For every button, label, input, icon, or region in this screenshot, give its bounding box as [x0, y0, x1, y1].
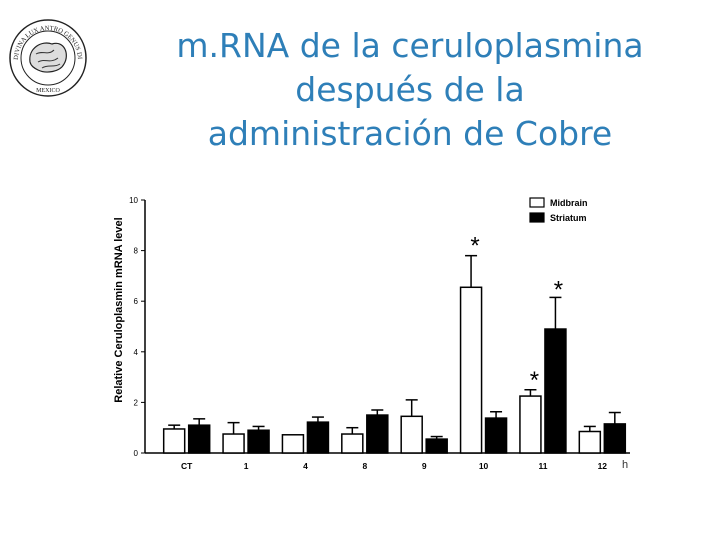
significance-asterisk: *	[470, 233, 479, 260]
x-tick-label: 8	[362, 461, 367, 471]
midbrain-bar	[281, 434, 305, 454]
y-axis-label: Relative Ceruloplasmin mRNA level	[113, 217, 125, 402]
midbrain-bar	[578, 430, 602, 454]
y-tick-label: 8	[134, 247, 139, 256]
striatum-bar	[603, 423, 627, 454]
striatum-bar	[187, 424, 211, 454]
striatum-bar	[544, 328, 567, 454]
x-tick-label: 4	[303, 461, 308, 471]
y-tick-label: 0	[134, 449, 139, 458]
significance-asterisk: *	[530, 367, 539, 394]
legend-swatch	[529, 212, 545, 223]
x-tick-label: 10	[479, 461, 489, 471]
striatum-bar	[425, 438, 448, 454]
university-seal-logo: DIVINA LUX ANTRO GENUS DIRECTE MEXICO	[8, 18, 87, 97]
slide-title: m.RNA de la ceruloplasmina después de la…	[120, 24, 700, 156]
y-tick-label: 2	[134, 398, 139, 407]
ceruloplasmin-bar-chart: Relative Ceruloplasmin mRNA level h 0 2 4 6…	[113, 196, 630, 471]
striatum-bar	[366, 414, 389, 454]
midbrain-bar	[341, 433, 364, 454]
striatum-bar	[247, 429, 270, 454]
x-tick-label: 9	[422, 461, 427, 471]
x-tick-label: 11	[538, 461, 547, 471]
striatum-bar	[484, 417, 508, 454]
y-tick-label: 4	[134, 348, 139, 357]
x-tick-label: 12	[598, 461, 608, 471]
y-tick-label: 10	[129, 196, 138, 205]
significance-asterisk: *	[554, 276, 563, 303]
x-tick-label: 1	[244, 461, 249, 471]
x-axis-unit-label: h	[622, 459, 628, 471]
legend-swatch	[529, 197, 545, 208]
midbrain-bar	[222, 433, 245, 454]
y-tick-label: 6	[134, 297, 139, 306]
legend-label: Midbrain	[550, 198, 588, 208]
striatum-bar	[306, 421, 330, 454]
x-tick-label: CT	[181, 461, 193, 471]
legend-label: Striatum	[550, 213, 587, 223]
title-line-3: administración de Cobre	[207, 114, 613, 153]
midbrain-bar	[459, 286, 483, 454]
midbrain-bar	[400, 415, 423, 454]
midbrain-bar	[519, 395, 542, 454]
seal-text-bottom: MEXICO	[36, 88, 60, 94]
midbrain-bar	[162, 428, 186, 454]
title-line-1: m.RNA de la ceruloplasmina	[176, 26, 644, 65]
title-line-2: después de la	[295, 70, 525, 109]
